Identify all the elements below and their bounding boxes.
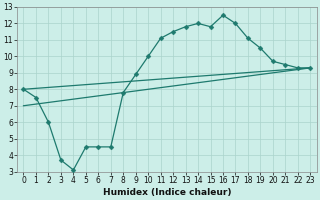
X-axis label: Humidex (Indice chaleur): Humidex (Indice chaleur) [103,188,231,197]
